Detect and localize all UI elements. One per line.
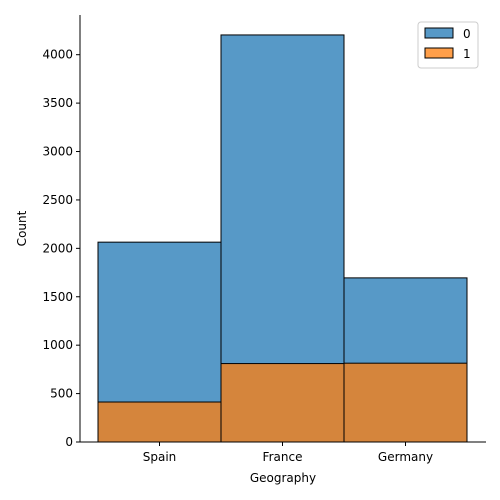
bar-spain-series-1 (98, 402, 221, 442)
x-tick-label-spain: Spain (143, 450, 177, 464)
x-tick-label-france: France (263, 450, 303, 464)
legend-label-series-0: 0 (463, 27, 471, 41)
y-tick-label: 2000 (42, 241, 73, 255)
y-axis: 0 500 1000 1500 2000 2500 3000 3500 4000 (42, 15, 80, 449)
y-tick-label: 3000 (42, 145, 73, 159)
x-axis-title: Geography (250, 471, 316, 485)
legend-label-series-1: 1 (463, 47, 471, 61)
bar-germany-series-1 (344, 363, 467, 442)
legend-swatch-series-1 (425, 48, 453, 58)
legend-swatch-series-0 (425, 28, 453, 38)
y-tick-label: 2500 (42, 193, 73, 207)
y-tick-label: 1500 (42, 290, 73, 304)
y-axis-title: Count (15, 210, 29, 246)
x-axis: Spain France Germany (80, 442, 486, 464)
x-tick-label-germany: Germany (378, 450, 433, 464)
bars (98, 35, 467, 442)
y-tick-label: 4000 (42, 48, 73, 62)
y-tick-label: 3500 (42, 96, 73, 110)
bar-france-series-1 (221, 364, 344, 442)
y-tick-label: 500 (50, 387, 73, 401)
y-tick-label: 1000 (42, 338, 73, 352)
legend: 01 (418, 22, 478, 68)
y-tick-label: 0 (65, 435, 73, 449)
